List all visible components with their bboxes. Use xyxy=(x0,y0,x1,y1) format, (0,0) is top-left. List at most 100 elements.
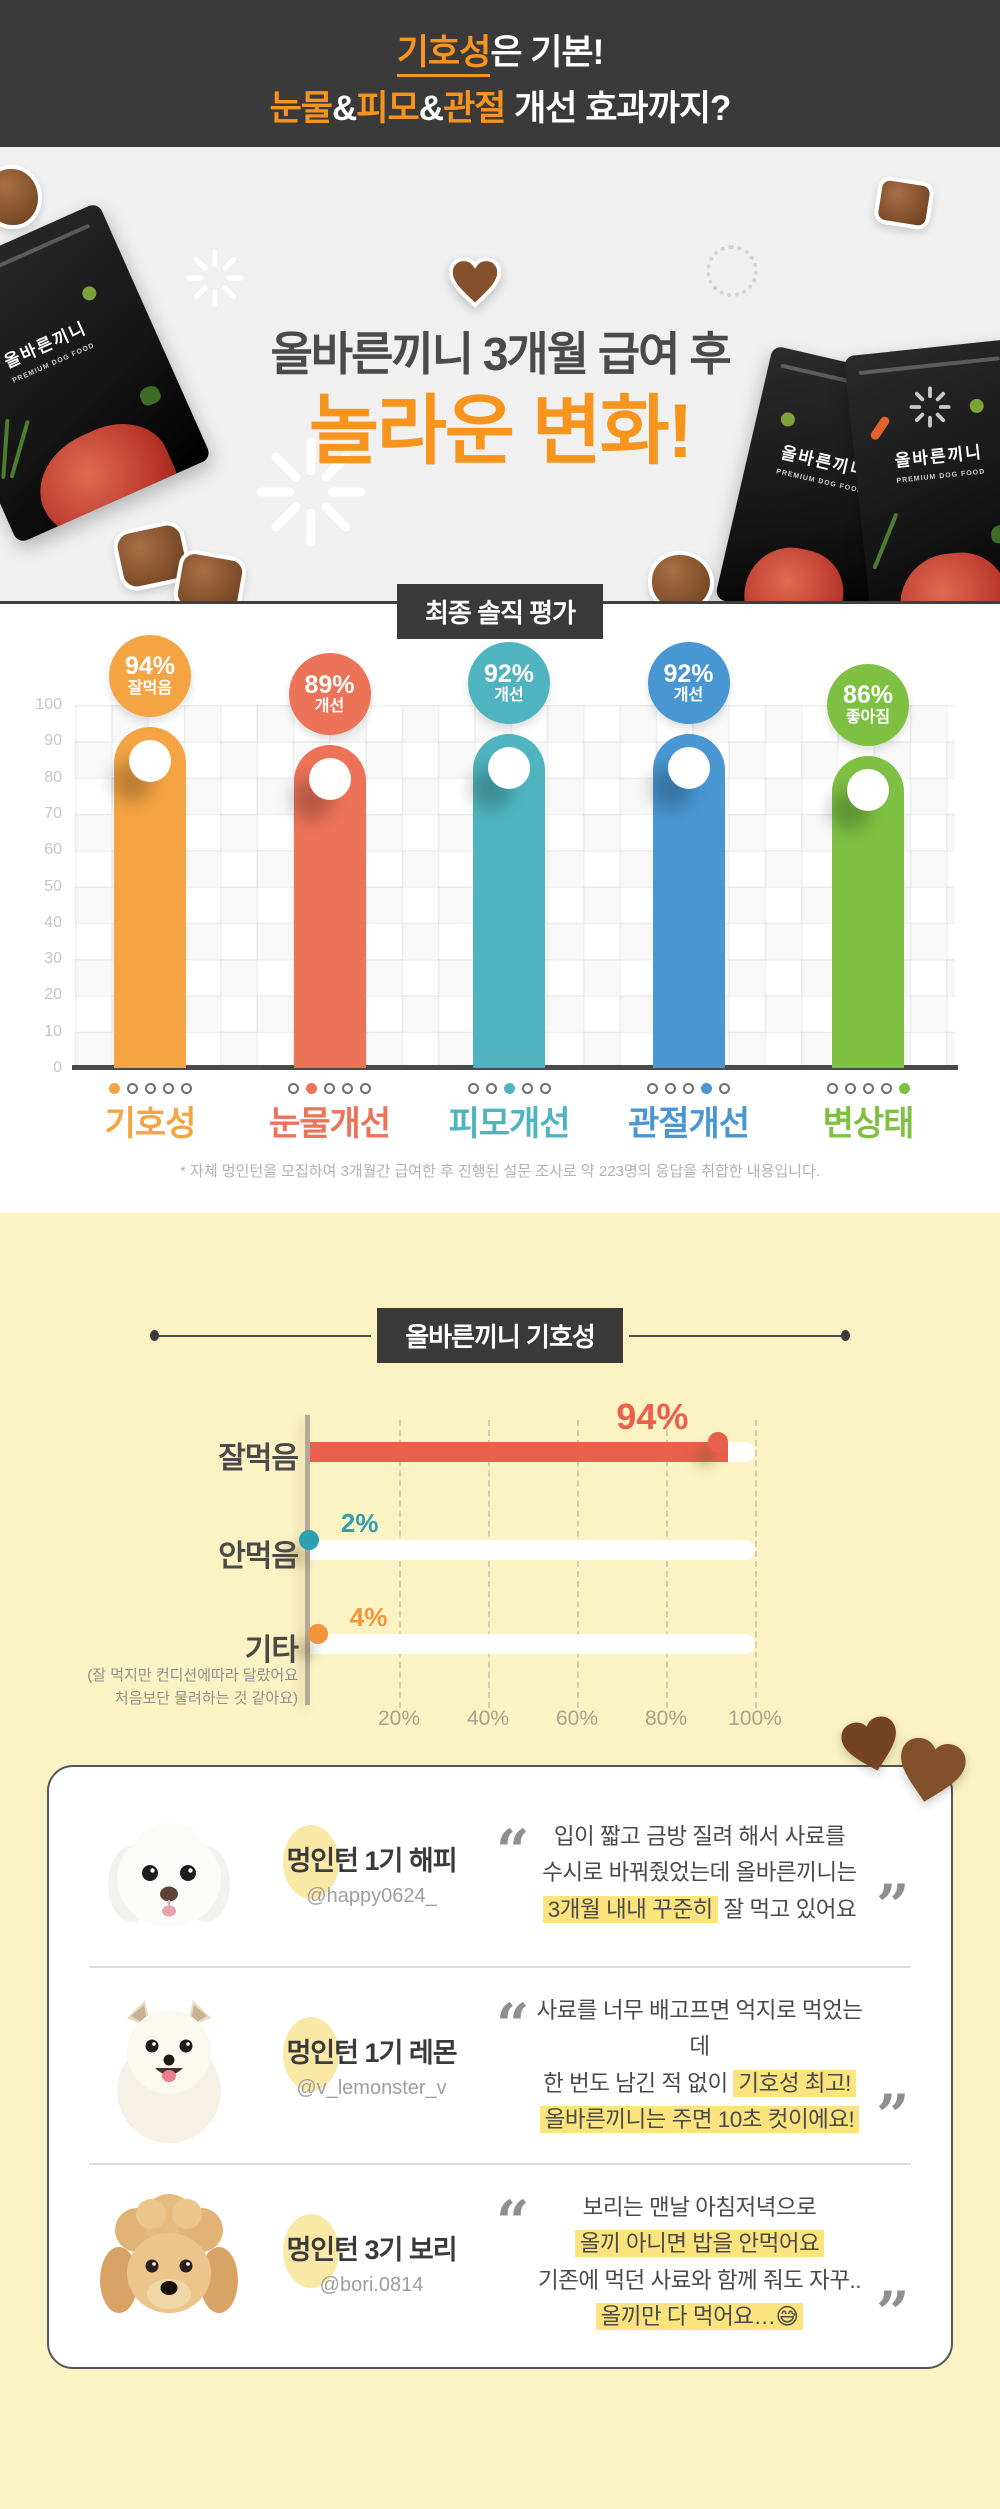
dog-photo-pomeranian xyxy=(117,1999,221,2143)
dot xyxy=(862,1083,874,1094)
chart1-bar-관절개선 xyxy=(652,734,725,1068)
dot-active xyxy=(503,1083,515,1094)
chart2-axis-line xyxy=(305,1415,310,1705)
chart2-badge: 올바른끼니 기호성 xyxy=(377,1308,623,1363)
dot xyxy=(324,1083,335,1094)
chart2-track xyxy=(310,1540,755,1560)
claim-line-2: 눈물&피모&관절 개선 효과까지? xyxy=(0,80,1000,131)
chart1-category-label: 눈물개선 xyxy=(268,1105,391,1143)
dog-photo-poodle xyxy=(100,2193,238,2313)
amp-1: & xyxy=(332,89,357,128)
chart2-track xyxy=(310,1634,755,1654)
quote-highlight: 올바른끼니는 주면 10초 컷이에요! xyxy=(539,2105,860,2133)
chart1-bubble: 92% 개선 xyxy=(468,642,550,725)
chart1-category-label: 변상태 xyxy=(822,1105,915,1143)
treat-heart-center xyxy=(448,257,502,308)
chart2-xtick: 40% xyxy=(466,1707,510,1730)
quote-text: 기존에 먹던 사료와 함께 줘도 자꾸.. xyxy=(537,2267,862,2293)
dot xyxy=(521,1083,533,1094)
green-onion xyxy=(872,513,899,571)
chart1-bubble: 89% 개선 xyxy=(288,652,371,735)
card-divider xyxy=(89,2163,911,2165)
dog-photo xyxy=(89,1991,249,2143)
dot xyxy=(162,1083,174,1094)
quote-line: 보리는 맨날 아침저녁으로 xyxy=(534,2190,865,2226)
chart1-bar-기호성 xyxy=(114,726,186,1068)
final-evaluation-chart: * 자체 멍인턴을 모집하여 3개월간 급여한 후 진행된 설문 조사로 약 2… xyxy=(0,604,1000,1213)
dot xyxy=(844,1083,856,1094)
chart2-gridline xyxy=(577,1420,579,1708)
reviewer-name: 멍인턴 3기 보리 xyxy=(286,2235,457,2265)
chart1-bar-피모개선 xyxy=(473,734,545,1068)
quote-text: 한 번도 남긴 적 없이 xyxy=(543,2070,734,2096)
chart2-note-line: 처음보단 물려하는 것 같아요) xyxy=(114,1690,298,1708)
chart1-dot-indicator xyxy=(288,1083,371,1094)
hero-title: 올바른끼니 3개월 급여 후 xyxy=(270,328,731,380)
dot xyxy=(467,1083,479,1094)
reviewer-name: 멍인턴 1기 레몬 xyxy=(286,2038,457,2068)
chart1-category-label: 기호성 xyxy=(104,1105,197,1143)
bar-pin-circle xyxy=(308,757,351,800)
chart1-badge: 최종 솔직 평가 xyxy=(397,584,603,639)
quote-line: 기존에 먹던 사료와 함께 줘도 자꾸.. xyxy=(534,2263,865,2299)
dot xyxy=(180,1083,192,1094)
dotted-circle-icon xyxy=(706,245,758,297)
chart1-bar-눈물개선 xyxy=(293,744,366,1068)
chart1-category-label: 관절개선 xyxy=(627,1105,750,1143)
quote-highlight: 올끼만 다 먹어요…😅 xyxy=(595,2302,804,2330)
reviewer-identity: 멍인턴 1기 해피 @happy0624_ xyxy=(249,1825,494,1908)
name-highlight-ellipse xyxy=(283,2214,339,2288)
rule-line-right xyxy=(628,1334,841,1337)
dog-photo xyxy=(89,2188,249,2338)
bar-pin-circle xyxy=(847,768,889,811)
broccoli-decor xyxy=(990,523,1000,544)
dot xyxy=(683,1083,694,1094)
chart1-dot-indicator xyxy=(108,1083,192,1094)
amp-2: & xyxy=(418,89,444,128)
dot-active xyxy=(306,1083,317,1094)
bubble-sub-label: 잘먹음 xyxy=(127,679,173,697)
treat-round-topleft xyxy=(0,165,42,229)
dot xyxy=(144,1083,156,1094)
reviewer-handle: @bori.0814 xyxy=(319,2274,424,2296)
chart2-note-line: (잘 먹지만 컨디션에따라 달랐어요 xyxy=(87,1667,298,1684)
chart1-bubble: 86% 좋아짐 xyxy=(827,663,909,746)
rule-dot-right xyxy=(840,1330,850,1341)
name-highlight-ellipse xyxy=(283,2017,339,2091)
chart2-donut-marker xyxy=(307,1624,328,1644)
dot xyxy=(485,1083,497,1094)
quote-highlight: 올끼 아니면 밥을 안먹어요 xyxy=(574,2230,825,2258)
bubble-value: 86% xyxy=(842,681,894,710)
bubble-value: 94% xyxy=(124,652,176,681)
chart1-ytick: 20 xyxy=(44,986,62,1004)
chart1-footnote: * 자체 멍인턴을 모집하여 3개월간 급여한 후 진행된 설문 조사로 약 2… xyxy=(180,1163,820,1180)
chart2-gridline xyxy=(666,1420,668,1708)
testimonial-card: 멍인턴 1기 해피 @happy0624_ 입이 짧고 금방 질려 해서 사료를… xyxy=(47,1765,953,2369)
chart1-bubble: 92% 개선 xyxy=(647,642,730,725)
chart1-category-label: 피모개선 xyxy=(448,1105,570,1143)
hero-banner: 올바른끼니 PREMIUM DOG FOOD 올바른끼니 PREMIUM DOG F… xyxy=(0,147,1000,604)
chart1-ytick: 0 xyxy=(53,1059,62,1076)
bubble-value: 92% xyxy=(663,659,714,688)
chart2-xtick: 100% xyxy=(728,1707,782,1730)
reviewer-handle: @happy0624_ xyxy=(306,1885,437,1907)
testimonial-row-1: 멍인턴 1기 해피 @happy0624_ 입이 짧고 금방 질려 해서 사료를… xyxy=(49,1781,951,1966)
section2-title-rule: 올바른끼니 기호성 xyxy=(0,1308,1000,1363)
dot xyxy=(288,1083,299,1094)
chart2-value-label: 4% xyxy=(349,1602,388,1632)
chart1-ytick: 60 xyxy=(44,841,62,859)
dot xyxy=(826,1083,838,1094)
meat-image xyxy=(895,548,1000,601)
reviewer-identity: 멍인턴 3기 보리 @bori.0814 xyxy=(249,2214,494,2297)
bar-pin-circle xyxy=(667,747,710,790)
chart1-ytick: 30 xyxy=(44,950,62,968)
rule-dot-left xyxy=(150,1330,160,1341)
claim-line1-accent: 기호성 xyxy=(396,33,491,77)
quote-line: 올끼만 다 먹어요…😅 xyxy=(534,2299,865,2335)
chart1-dot-indicator xyxy=(467,1083,551,1094)
name-highlight-ellipse xyxy=(283,1825,339,1899)
